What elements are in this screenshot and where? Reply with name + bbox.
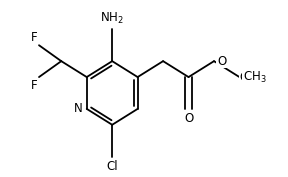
Text: Cl: Cl (106, 160, 118, 173)
Text: N: N (74, 102, 83, 115)
Text: NH$_2$: NH$_2$ (100, 11, 124, 26)
Text: F: F (31, 79, 37, 92)
Text: O: O (217, 55, 226, 68)
Text: O: O (239, 71, 249, 84)
Text: O: O (184, 112, 193, 125)
Text: F: F (31, 31, 37, 44)
Text: CH$_3$: CH$_3$ (242, 70, 266, 85)
